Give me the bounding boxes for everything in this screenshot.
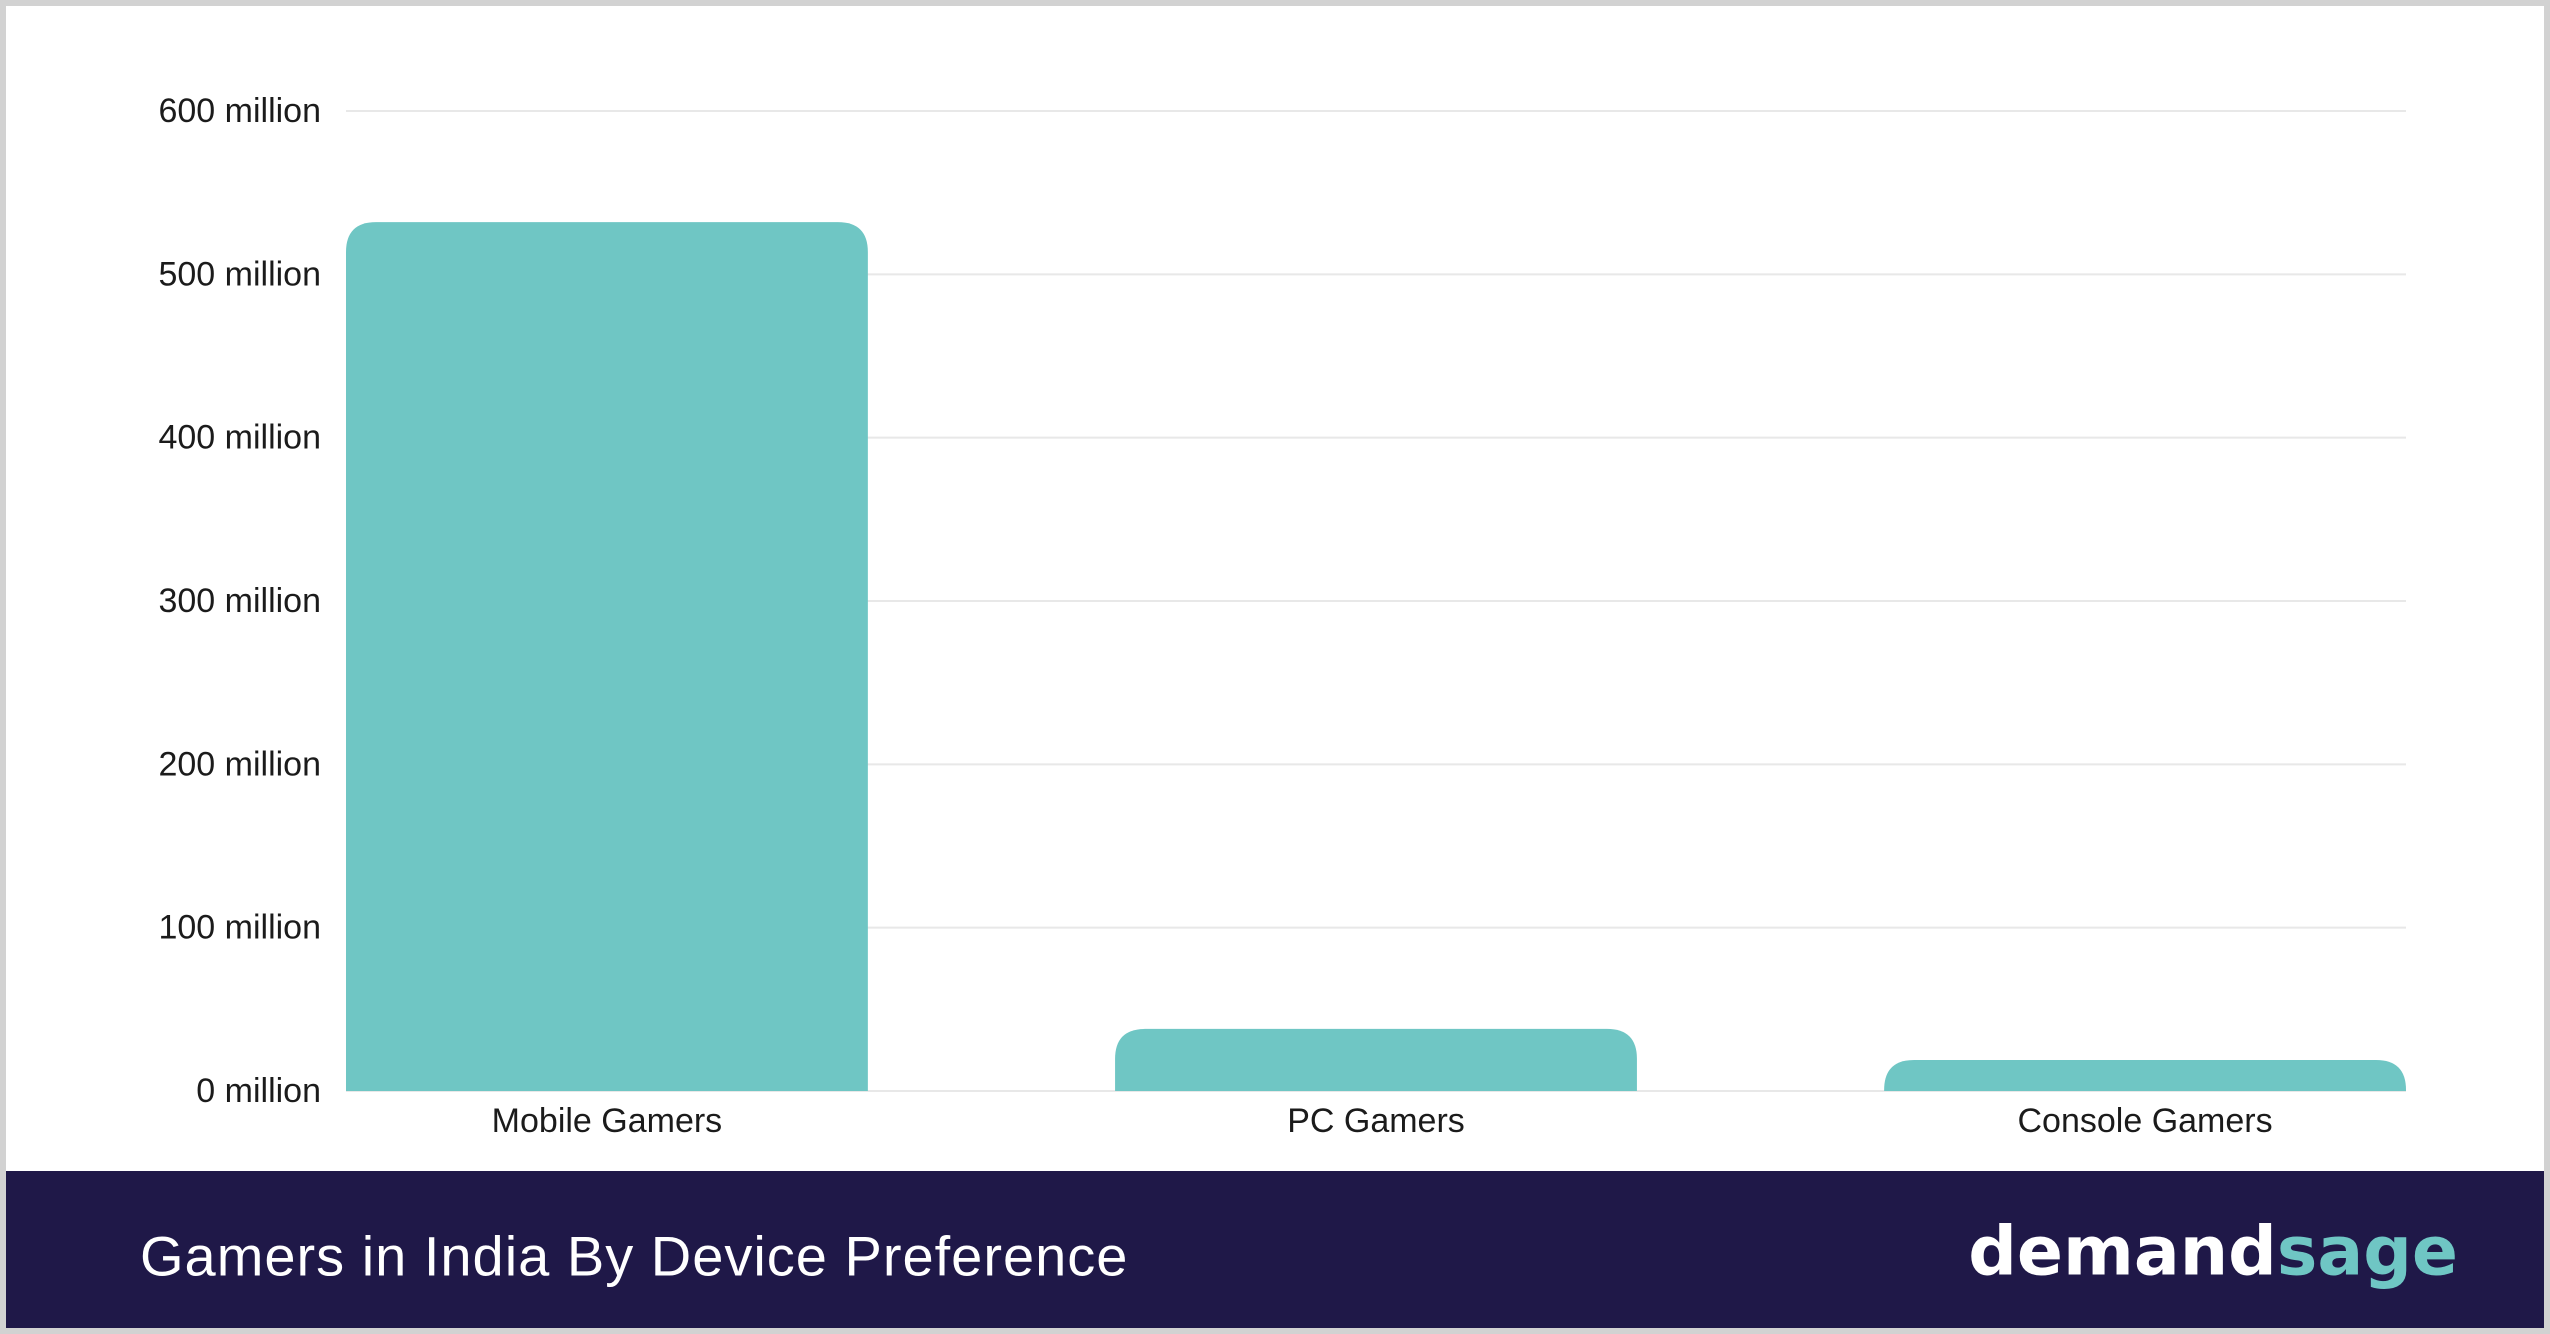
bar-console-gamers <box>1884 1059 2406 1091</box>
brand-logo[interactable]: demandsage <box>1968 1212 2458 1291</box>
brand-logo-part-sage: sage <box>2276 1212 2458 1292</box>
y-tick-label: 300 million <box>158 582 321 620</box>
y-tick-label: 100 million <box>158 909 321 947</box>
chart-title: Gamers in India By Device Preference <box>140 1224 1129 1287</box>
y-tick-label: 200 million <box>158 745 321 783</box>
brand-logo-part-demand: demand <box>1968 1212 2277 1292</box>
y-tick-label: 400 million <box>158 419 321 457</box>
x-tick-label: Mobile Gamers <box>492 1102 723 1140</box>
y-tick-label: 0 million <box>196 1072 321 1110</box>
bar-chart: 0 million 100 million 200 million 300 milli… <box>158 92 2406 1140</box>
chart-area: 0 million 100 million 200 million 300 milli… <box>6 6 2544 1171</box>
y-tick-label: 600 million <box>158 92 321 130</box>
bars <box>346 222 2406 1092</box>
x-tick-label: PC Gamers <box>1287 1102 1465 1140</box>
bar-pc-gamers <box>1115 1028 1637 1091</box>
footer-banner: Gamers in India By Device Preference dem… <box>6 1171 2544 1328</box>
x-tick-label: Console Gamers <box>2018 1102 2273 1140</box>
x-axis-tick-labels: Mobile Gamers PC Gamers Console Gamers <box>492 1102 2273 1140</box>
bar-mobile-gamers <box>346 222 868 1092</box>
y-axis-tick-labels: 0 million 100 million 200 million 300 milli… <box>158 92 321 1110</box>
y-tick-label: 500 million <box>158 255 321 293</box>
